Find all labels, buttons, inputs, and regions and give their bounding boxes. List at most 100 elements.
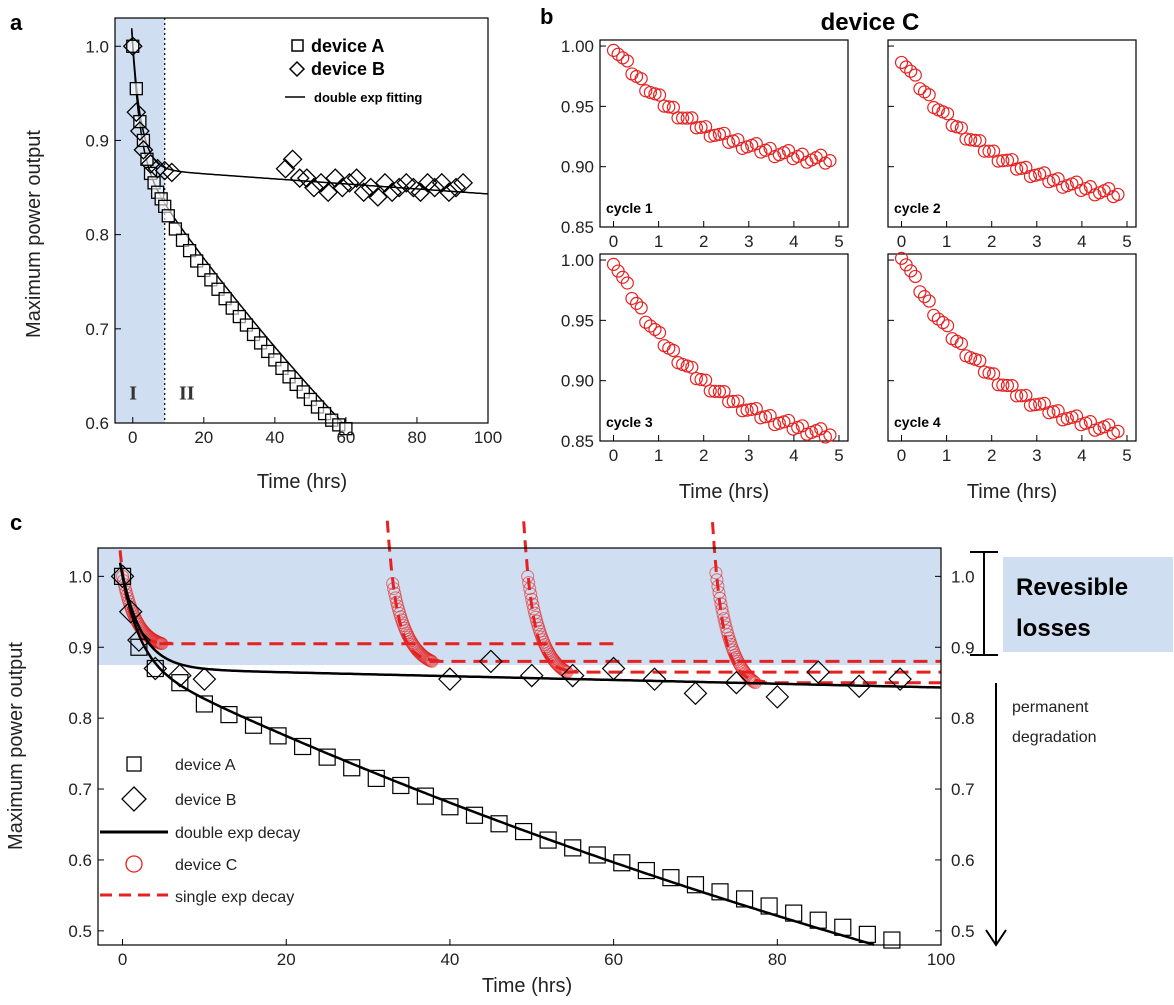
panel-b-subplot-x-tick-label: 1 <box>942 446 951 465</box>
legend-c-device-b-label: device B <box>175 792 236 809</box>
panel-b-device-c-point <box>823 154 837 168</box>
panel-a-device-b-point <box>389 177 410 198</box>
panel-letter-c: c <box>10 510 22 535</box>
panel-b-device-c-point <box>726 394 740 409</box>
panel-a-device-b-point <box>375 172 395 193</box>
panel-b-x-axis-label-left: Time (hrs) <box>679 481 769 503</box>
panel-b-subplot-1: 0 1 2 3 4 5 0.85 0.90 0.95 1.00 cycle 1 <box>561 37 849 251</box>
panel-b-device-c-point <box>754 411 768 425</box>
panel-c-y-tick-label: 0.8 <box>68 709 92 728</box>
panel-b-subplot-y-tick-label: 0.95 <box>561 311 594 330</box>
panel-b-subplot-x-tick-label: 5 <box>1122 232 1131 251</box>
panel-a-device-b-point <box>133 139 154 160</box>
panel-b-cycle-label: cycle 3 <box>606 414 653 430</box>
panel-c-y-tick-label: 0.6 <box>68 851 92 870</box>
panel-c-device-b-point <box>560 663 585 688</box>
panel-b-device-c-point <box>689 371 704 386</box>
panel-c-x-tick-label: 0 <box>118 950 127 969</box>
panel-c-device-c-point <box>556 662 570 676</box>
panel-b-device-c-point <box>964 133 978 147</box>
panel-c-device-a-point <box>588 846 606 864</box>
panel-b-device-c-point <box>908 269 922 284</box>
panel-b-device-c-point <box>1010 389 1024 403</box>
panel-b-device-c-point <box>694 372 708 387</box>
panel-b-subplot-x-tick-label: 4 <box>789 446 798 465</box>
panel-c-device-a-point <box>490 815 508 833</box>
panel-c-device-a-point <box>318 748 336 766</box>
panel-b-device-c-point <box>950 120 964 134</box>
panel-b-device-c-point <box>758 410 773 424</box>
panel-c-device-a-point <box>834 918 852 936</box>
panel-c-x-tick-label: 80 <box>768 950 787 969</box>
panel-c-plot-area <box>110 520 942 949</box>
panel-b-subplot-x-tick-label: 3 <box>1032 232 1041 251</box>
panel-c-x-tick-label: 60 <box>604 950 623 969</box>
panel-b-device-c-point <box>722 395 736 409</box>
panel-c-device-c-point <box>526 597 540 611</box>
panel-c-device-c-point <box>559 664 573 678</box>
reversible-losses-box <box>1003 557 1173 652</box>
panel-c-device-a-point <box>883 931 901 949</box>
panel-b-device-c-point <box>894 251 909 265</box>
panel-c-single-exp-curve <box>711 521 766 684</box>
panel-a-device-b-point <box>346 168 367 189</box>
panel-b-device-c-point <box>689 121 704 135</box>
panel-b-device-c-point <box>666 343 680 358</box>
panel-b-subplot-x-tick-label: 2 <box>699 446 708 465</box>
panel-b-device-c-point <box>1037 166 1051 180</box>
panel-a-device-b-point <box>282 149 303 170</box>
legend-c-single-exp-label: single exp decay <box>175 889 294 906</box>
panel-a-device-b-point <box>129 121 150 141</box>
panel-a-device-b-point <box>126 102 147 123</box>
panel-a-y-axis-label: Maximum power output <box>23 130 45 338</box>
panel-b-subplot-x-tick-label: 4 <box>1077 232 1086 251</box>
panel-a-device-b-point <box>296 168 317 189</box>
panel-b-device-c-point <box>1028 398 1042 412</box>
panel-c-device-a-point <box>662 869 680 887</box>
panel-c-double-exp-curve <box>118 562 942 689</box>
panel-c-device-a-point <box>113 567 132 585</box>
panel-b-device-c-point <box>904 64 918 78</box>
panel-a-device-b-point <box>275 158 296 179</box>
panel-letter-a: a <box>10 10 23 35</box>
panel-c-device-a-point <box>294 737 312 756</box>
panel-b-device-c-point <box>996 378 1010 392</box>
panel-c-device-a-point <box>539 831 557 849</box>
panel-a-fit-curve <box>130 28 489 195</box>
panel-c-device-a-point <box>146 659 164 678</box>
legend-c-device-a-marker <box>126 756 142 772</box>
panel-b-device-c-point <box>982 366 996 380</box>
panel-b-subplot-x-tick-label: 0 <box>609 446 618 465</box>
panel-b-device-c-point <box>634 72 648 86</box>
panel-b-device-c-point <box>1023 169 1038 184</box>
panel-b-device-c-point <box>648 87 662 101</box>
panel-b-device-c-point <box>973 354 987 368</box>
legend-c-device-a-label: device A <box>175 757 236 774</box>
panel-b-device-c-point <box>694 120 708 134</box>
panel-a-device-b-point <box>431 172 452 193</box>
permanent-degradation-label-line2: degradation <box>1012 729 1097 746</box>
panel-b-device-c-point <box>735 404 750 418</box>
panel-a-device-b-point <box>147 158 168 179</box>
panel-c-frame <box>97 547 942 946</box>
panel-b-device-c-point <box>1014 161 1028 175</box>
panel-b-device-c-point <box>703 129 717 143</box>
panel-b-device-c-point <box>1111 424 1125 438</box>
panel-b-device-c-point <box>991 378 1005 392</box>
panel-c-y-axis-label: Maximum power output <box>5 642 27 850</box>
panel-b-cycle-label: cycle 2 <box>894 200 941 216</box>
panel-b-device-c-point <box>795 419 809 433</box>
panel-c-device-a-point <box>637 861 655 880</box>
panel-b-subplot-3: 0 1 2 3 4 5 0.85 0.90 0.95 1.00 cycle 3 <box>561 251 849 465</box>
panel-a-device-b-point <box>332 177 353 198</box>
panel-b-subplot-x-tick-label: 1 <box>942 232 951 251</box>
panel-b-device-c-point <box>922 88 936 102</box>
panel-b-device-c-point <box>763 141 777 156</box>
panel-b-device-c-point <box>945 332 959 346</box>
panel-a-y-tick-label: 0.8 <box>85 226 109 245</box>
panel-b-cycle-label: cycle 4 <box>894 414 941 430</box>
panel-c-x-tick-label: 40 <box>440 950 459 969</box>
panel-b-device-c-point <box>625 67 639 81</box>
panel-b-device-c-point <box>954 121 968 135</box>
panel-c-device-b-point <box>118 599 143 624</box>
